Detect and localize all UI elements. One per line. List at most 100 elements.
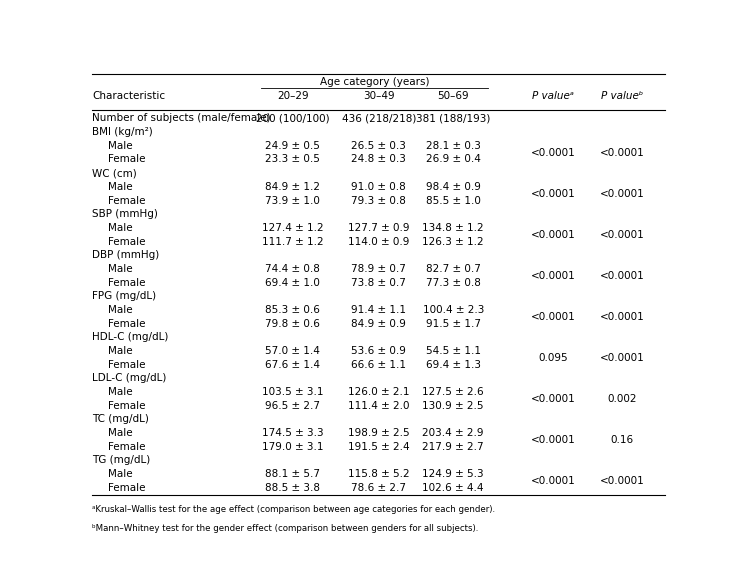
Text: Male: Male bbox=[109, 182, 133, 192]
Text: 91.5 ± 1.7: 91.5 ± 1.7 bbox=[426, 319, 480, 329]
Text: 82.7 ± 0.7: 82.7 ± 0.7 bbox=[426, 264, 480, 274]
Text: 191.5 ± 2.4: 191.5 ± 2.4 bbox=[348, 442, 409, 452]
Text: 127.7 ± 0.9: 127.7 ± 0.9 bbox=[348, 223, 409, 233]
Text: Male: Male bbox=[109, 264, 133, 274]
Text: 127.4 ± 1.2: 127.4 ± 1.2 bbox=[262, 223, 324, 233]
Text: Female: Female bbox=[109, 155, 146, 165]
Text: LDL-C (mg/dL): LDL-C (mg/dL) bbox=[92, 373, 167, 384]
Text: 84.9 ± 0.9: 84.9 ± 0.9 bbox=[351, 319, 406, 329]
Text: 23.3 ± 0.5: 23.3 ± 0.5 bbox=[265, 155, 320, 165]
Text: <0.0001: <0.0001 bbox=[600, 230, 644, 240]
Text: 66.6 ± 1.1: 66.6 ± 1.1 bbox=[351, 360, 406, 369]
Text: 126.3 ± 1.2: 126.3 ± 1.2 bbox=[423, 236, 484, 246]
Text: 73.8 ± 0.7: 73.8 ± 0.7 bbox=[351, 277, 406, 288]
Text: <0.0001: <0.0001 bbox=[600, 476, 644, 486]
Text: 84.9 ± 1.2: 84.9 ± 1.2 bbox=[265, 182, 320, 192]
Text: 381 (188/193): 381 (188/193) bbox=[416, 113, 491, 124]
Text: Characteristic: Characteristic bbox=[92, 91, 166, 101]
Text: 69.4 ± 1.3: 69.4 ± 1.3 bbox=[426, 360, 480, 369]
Text: Number of subjects (male/female): Number of subjects (male/female) bbox=[92, 113, 271, 124]
Text: 0.002: 0.002 bbox=[607, 394, 637, 404]
Text: 88.1 ± 5.7: 88.1 ± 5.7 bbox=[265, 469, 320, 479]
Text: Male: Male bbox=[109, 469, 133, 479]
Text: <0.0001: <0.0001 bbox=[600, 148, 644, 158]
Text: <0.0001: <0.0001 bbox=[600, 353, 644, 363]
Text: 134.8 ± 1.2: 134.8 ± 1.2 bbox=[423, 223, 484, 233]
Text: 69.4 ± 1.0: 69.4 ± 1.0 bbox=[265, 277, 320, 288]
Text: 73.9 ± 1.0: 73.9 ± 1.0 bbox=[265, 196, 320, 205]
Text: 102.6 ± 4.4: 102.6 ± 4.4 bbox=[423, 483, 484, 493]
Text: 130.9 ± 2.5: 130.9 ± 2.5 bbox=[423, 401, 484, 411]
Text: <0.0001: <0.0001 bbox=[531, 312, 576, 322]
Text: 179.0 ± 3.1: 179.0 ± 3.1 bbox=[262, 442, 324, 452]
Text: <0.0001: <0.0001 bbox=[600, 271, 644, 281]
Text: 217.9 ± 2.7: 217.9 ± 2.7 bbox=[423, 442, 484, 452]
Text: 24.9 ± 0.5: 24.9 ± 0.5 bbox=[265, 141, 320, 151]
Text: Female: Female bbox=[109, 196, 146, 205]
Text: 57.0 ± 1.4: 57.0 ± 1.4 bbox=[265, 346, 320, 356]
Text: Female: Female bbox=[109, 401, 146, 411]
Text: 20–29: 20–29 bbox=[277, 91, 309, 101]
Text: <0.0001: <0.0001 bbox=[531, 148, 576, 158]
Text: 53.6 ± 0.9: 53.6 ± 0.9 bbox=[351, 346, 406, 356]
Text: Female: Female bbox=[109, 442, 146, 452]
Text: 103.5 ± 3.1: 103.5 ± 3.1 bbox=[262, 387, 324, 397]
Text: 91.0 ± 0.8: 91.0 ± 0.8 bbox=[351, 182, 406, 192]
Text: <0.0001: <0.0001 bbox=[531, 271, 576, 281]
Text: <0.0001: <0.0001 bbox=[531, 189, 576, 199]
Text: 74.4 ± 0.8: 74.4 ± 0.8 bbox=[265, 264, 320, 274]
Text: HDL-C (mg/dL): HDL-C (mg/dL) bbox=[92, 332, 168, 342]
Text: 0.16: 0.16 bbox=[610, 435, 634, 445]
Text: <0.0001: <0.0001 bbox=[531, 230, 576, 240]
Text: <0.0001: <0.0001 bbox=[600, 312, 644, 322]
Text: ᵇMann–Whitney test for the gender effect (comparison between genders for all sub: ᵇMann–Whitney test for the gender effect… bbox=[92, 525, 479, 534]
Text: Female: Female bbox=[109, 277, 146, 288]
Text: 111.4 ± 2.0: 111.4 ± 2.0 bbox=[348, 401, 409, 411]
Text: Female: Female bbox=[109, 236, 146, 246]
Text: 24.8 ± 0.3: 24.8 ± 0.3 bbox=[351, 155, 406, 165]
Text: TC (mg/dL): TC (mg/dL) bbox=[92, 415, 149, 424]
Text: 200 (100/100): 200 (100/100) bbox=[256, 113, 330, 124]
Text: 78.6 ± 2.7: 78.6 ± 2.7 bbox=[351, 483, 406, 493]
Text: <0.0001: <0.0001 bbox=[531, 435, 576, 445]
Text: 67.6 ± 1.4: 67.6 ± 1.4 bbox=[265, 360, 320, 369]
Text: WC (cm): WC (cm) bbox=[92, 168, 137, 178]
Text: 26.9 ± 0.4: 26.9 ± 0.4 bbox=[426, 155, 480, 165]
Text: DBP (mmHg): DBP (mmHg) bbox=[92, 250, 160, 260]
Text: FPG (mg/dL): FPG (mg/dL) bbox=[92, 291, 157, 301]
Text: TG (mg/dL): TG (mg/dL) bbox=[92, 456, 151, 465]
Text: 98.4 ± 0.9: 98.4 ± 0.9 bbox=[426, 182, 480, 192]
Text: P valueᵇ: P valueᵇ bbox=[601, 91, 644, 101]
Text: Male: Male bbox=[109, 223, 133, 233]
Text: 126.0 ± 2.1: 126.0 ± 2.1 bbox=[348, 387, 409, 397]
Text: 127.5 ± 2.6: 127.5 ± 2.6 bbox=[423, 387, 484, 397]
Text: 85.5 ± 1.0: 85.5 ± 1.0 bbox=[426, 196, 480, 205]
Text: 85.3 ± 0.6: 85.3 ± 0.6 bbox=[265, 305, 320, 315]
Text: Male: Male bbox=[109, 428, 133, 438]
Text: Male: Male bbox=[109, 346, 133, 356]
Text: 0.095: 0.095 bbox=[539, 353, 568, 363]
Text: 174.5 ± 3.3: 174.5 ± 3.3 bbox=[262, 428, 324, 438]
Text: P valueᵃ: P valueᵃ bbox=[532, 91, 574, 101]
Text: Age category (years): Age category (years) bbox=[320, 77, 429, 87]
Text: BMI (kg/m²): BMI (kg/m²) bbox=[92, 127, 153, 137]
Text: Male: Male bbox=[109, 141, 133, 151]
Text: 198.9 ± 2.5: 198.9 ± 2.5 bbox=[348, 428, 409, 438]
Text: 91.4 ± 1.1: 91.4 ± 1.1 bbox=[351, 305, 406, 315]
Text: 30–49: 30–49 bbox=[363, 91, 395, 101]
Text: 100.4 ± 2.3: 100.4 ± 2.3 bbox=[423, 305, 484, 315]
Text: Male: Male bbox=[109, 305, 133, 315]
Text: ᵃKruskal–Wallis test for the age effect (comparison between age categories for e: ᵃKruskal–Wallis test for the age effect … bbox=[92, 505, 496, 514]
Text: <0.0001: <0.0001 bbox=[531, 476, 576, 486]
Text: 203.4 ± 2.9: 203.4 ± 2.9 bbox=[423, 428, 484, 438]
Text: 79.3 ± 0.8: 79.3 ± 0.8 bbox=[351, 196, 406, 205]
Text: 79.8 ± 0.6: 79.8 ± 0.6 bbox=[265, 319, 320, 329]
Text: 114.0 ± 0.9: 114.0 ± 0.9 bbox=[348, 236, 409, 246]
Text: 77.3 ± 0.8: 77.3 ± 0.8 bbox=[426, 277, 480, 288]
Text: <0.0001: <0.0001 bbox=[600, 189, 644, 199]
Text: 111.7 ± 1.2: 111.7 ± 1.2 bbox=[262, 236, 324, 246]
Text: 28.1 ± 0.3: 28.1 ± 0.3 bbox=[426, 141, 480, 151]
Text: <0.0001: <0.0001 bbox=[531, 394, 576, 404]
Text: Female: Female bbox=[109, 483, 146, 493]
Text: Male: Male bbox=[109, 387, 133, 397]
